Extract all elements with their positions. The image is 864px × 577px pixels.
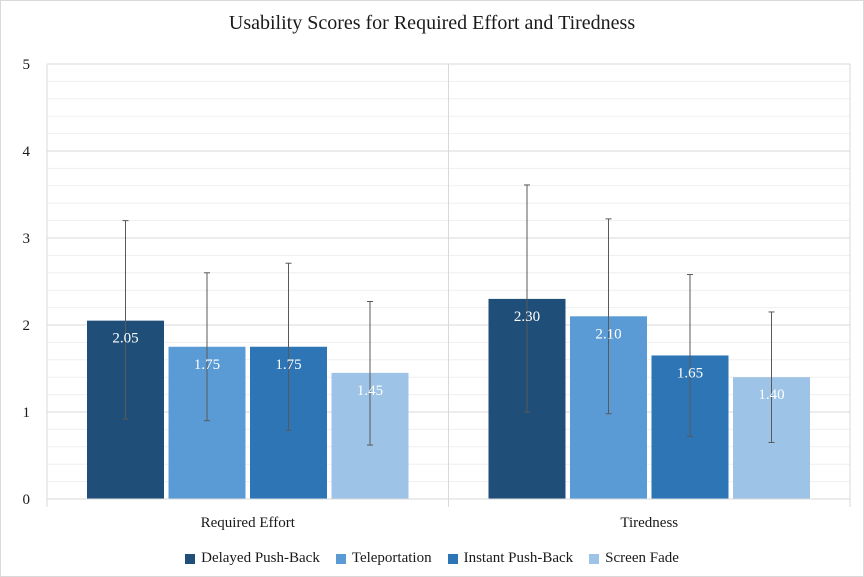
legend-item: Instant Push-Back — [447, 550, 574, 567]
legend-swatch — [447, 553, 458, 564]
data-label: 2.10 — [595, 326, 621, 342]
x-tick-label: Required Effort — [201, 515, 296, 531]
legend-label: Delayed Push-Back — [201, 550, 320, 566]
x-tick-label: Tiredness — [620, 515, 678, 531]
x-axis: Required Effort Tiredness — [47, 498, 850, 531]
data-label: 1.40 — [758, 387, 784, 403]
data-label: 1.65 — [677, 365, 703, 381]
legend-item: Teleportation — [335, 550, 432, 567]
data-label: 1.75 — [275, 357, 301, 373]
legend-label: Instant Push-Back — [463, 550, 574, 566]
y-tick-label: 0 — [23, 492, 31, 508]
legend-swatch — [185, 553, 196, 564]
chart-title: Usability Scores for Required Effort and… — [228, 12, 636, 34]
legend-swatch — [589, 553, 600, 564]
y-tick-label: 4 — [23, 144, 31, 160]
y-tick-label: 2 — [23, 318, 31, 334]
legend-swatch — [335, 553, 346, 564]
y-tick-label: 1 — [23, 405, 31, 421]
y-tick-label: 5 — [23, 57, 31, 73]
legend-label: Teleportation — [351, 550, 432, 566]
data-label: 2.05 — [112, 331, 138, 347]
y-axis: 0 1 2 3 4 5 — [23, 57, 31, 508]
legend-label: Screen Fade — [605, 550, 679, 566]
legend-item: Screen Fade — [589, 550, 679, 567]
data-label: 1.45 — [357, 383, 383, 399]
legend-item: Delayed Push-Back — [185, 550, 320, 567]
data-label: 1.75 — [194, 357, 220, 373]
grid-lines — [46, 63, 851, 507]
error-bars — [122, 184, 775, 446]
legend: Delayed Push-Back Teleportation Instant Pu… — [0, 550, 864, 567]
y-tick-label: 3 — [23, 231, 31, 247]
data-labels: 2.05 2.30 1.75 2.10 1.75 1.65 1.45 1.40 — [112, 309, 784, 403]
data-label: 2.30 — [514, 309, 540, 325]
